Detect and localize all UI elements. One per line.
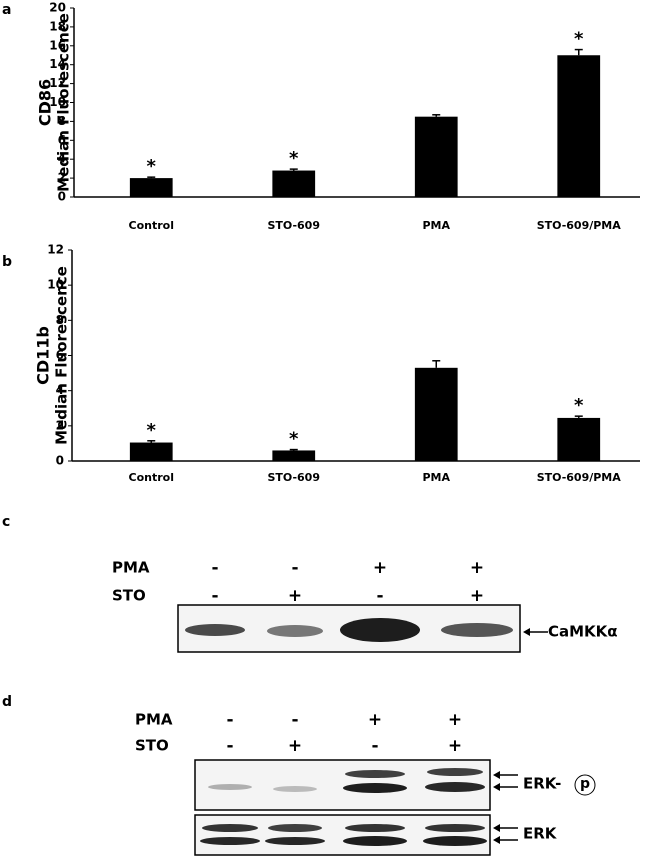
x-tick-label: STO-609	[267, 219, 320, 232]
y-tick-label: 8	[56, 313, 64, 327]
treatment-sign: -	[291, 558, 298, 578]
panel-label: d	[2, 694, 12, 710]
blot-band	[268, 824, 322, 832]
bar	[129, 442, 173, 461]
panel-label: a	[2, 2, 11, 18]
y-tick-label: 10	[47, 278, 64, 292]
y-tick-label: 6	[58, 133, 66, 147]
blot-band	[208, 784, 252, 790]
treatment-sign: -	[226, 736, 233, 756]
bar	[272, 170, 316, 197]
treatment-sign: -	[226, 710, 233, 730]
treatment-label: PMA	[112, 559, 150, 577]
y-tick-label: 10	[49, 95, 66, 109]
treatment-label: STO	[112, 587, 146, 605]
treatment-sign: +	[288, 586, 302, 606]
treatment-sign: -	[376, 586, 383, 606]
treatment-sign: -	[291, 710, 298, 730]
bar	[129, 178, 173, 197]
blot-box	[194, 814, 491, 856]
y-tick-label: 12	[47, 243, 64, 257]
y-tick-label: 18	[49, 19, 66, 33]
blot-band	[200, 837, 260, 845]
significance-mark: *	[574, 395, 584, 416]
blot-band	[340, 618, 420, 642]
y-axis-label: CD86	[36, 79, 55, 126]
blot-band	[425, 824, 485, 832]
y-axis-label: Median Fluorescence	[53, 266, 71, 445]
y-tick-label: 6	[56, 348, 64, 362]
significance-mark: *	[147, 420, 157, 441]
panel-label: b	[2, 254, 12, 270]
x-tick-label: STO-609	[267, 471, 320, 484]
treatment-sign: +	[373, 558, 387, 578]
arrow-head	[493, 836, 500, 844]
y-tick-label: 0	[58, 190, 66, 204]
blot-band	[343, 783, 407, 793]
treatment-sign: +	[470, 586, 484, 606]
bar	[557, 55, 601, 197]
y-axis-label: CD11b	[34, 326, 53, 385]
blot-band	[265, 837, 325, 845]
x-tick-label: PMA	[422, 219, 450, 232]
treatment-label: PMA	[135, 711, 173, 729]
arrow-head	[493, 783, 500, 791]
y-tick-label: 20	[49, 1, 66, 15]
blot-band	[273, 786, 317, 792]
treatment-sign: +	[448, 710, 462, 730]
treatment-sign: -	[211, 558, 218, 578]
y-tick-label: 4	[56, 383, 64, 397]
blot-band	[423, 836, 487, 846]
y-tick-label: 14	[49, 57, 66, 71]
y-tick-label: 16	[49, 38, 66, 52]
y-tick-label: 0	[56, 454, 64, 468]
treatment-sign: +	[448, 736, 462, 756]
blot-band	[345, 770, 405, 778]
modification-circle	[574, 774, 596, 796]
y-axis-label: Median Fluorescence	[55, 13, 73, 192]
treatment-sign: -	[371, 736, 378, 756]
band-label: ERK-	[523, 775, 561, 793]
y-tick-label: 8	[58, 114, 66, 128]
blot-band	[343, 836, 407, 846]
y-tick-label: 4	[58, 152, 66, 166]
bar	[414, 116, 458, 197]
bar	[557, 417, 601, 461]
treatment-label: STO	[135, 737, 169, 755]
significance-mark: *	[289, 148, 299, 169]
blot-band	[441, 623, 513, 637]
y-tick-label: 2	[58, 171, 66, 185]
bar	[414, 367, 458, 461]
significance-mark: *	[574, 29, 584, 50]
x-tick-label: Control	[129, 471, 174, 484]
bar	[272, 450, 316, 461]
band-label: ERK	[523, 825, 558, 843]
arrow-head	[493, 771, 500, 779]
blot-band	[202, 824, 258, 832]
arrow-head	[523, 628, 530, 636]
significance-mark: *	[289, 429, 299, 450]
blot-band	[185, 624, 245, 636]
blot-band	[427, 768, 483, 776]
y-tick-label: 2	[56, 418, 64, 432]
x-tick-label: STO-609/PMA	[537, 471, 622, 484]
band-label: CaMKKα	[548, 623, 618, 641]
treatment-sign: +	[470, 558, 484, 578]
blot-band	[345, 824, 405, 832]
x-tick-label: STO-609/PMA	[537, 219, 622, 232]
blot-band	[267, 625, 323, 637]
significance-mark: *	[147, 156, 157, 177]
blot-band	[425, 782, 485, 792]
treatment-sign: +	[368, 710, 382, 730]
modification-label: p	[580, 776, 590, 792]
x-tick-label: Control	[129, 219, 174, 232]
treatment-sign: -	[211, 586, 218, 606]
treatment-sign: +	[288, 736, 302, 756]
arrow-head	[493, 824, 500, 832]
panel-label: c	[2, 514, 10, 530]
x-tick-label: PMA	[422, 471, 450, 484]
y-tick-label: 12	[49, 76, 66, 90]
